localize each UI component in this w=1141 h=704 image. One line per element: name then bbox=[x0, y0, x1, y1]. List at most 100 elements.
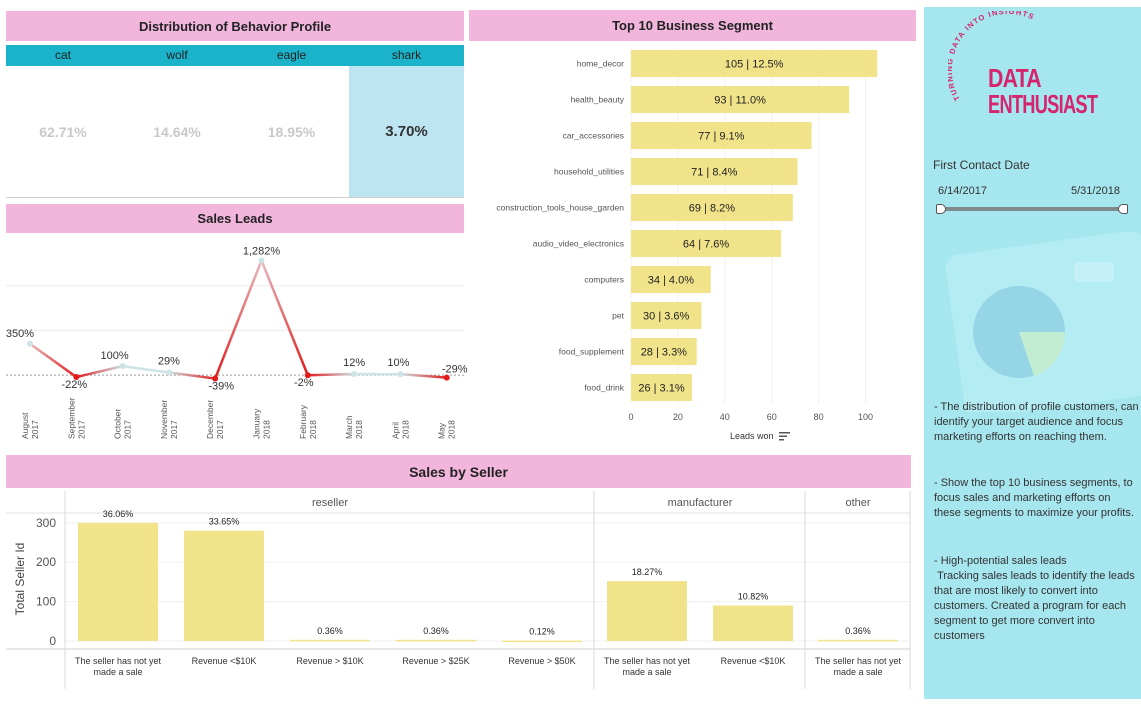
logo-arc-text: TURNING DATA INTO INSIGHTS bbox=[948, 11, 1035, 102]
segment-bar[interactable] bbox=[631, 302, 702, 329]
segments-title: Top 10 Business Segment bbox=[469, 10, 916, 41]
leads-x-tick-label: 2018 bbox=[308, 420, 318, 439]
profile-value-cat[interactable]: 62.71% bbox=[39, 123, 87, 140]
segment-value-label: 105 | 12.5% bbox=[725, 59, 784, 71]
leads-x-tick-label: 2017 bbox=[123, 420, 133, 439]
leads-x-tick-label: 2018 bbox=[262, 420, 272, 439]
segment-bar[interactable] bbox=[631, 122, 812, 149]
leads-x-tick: August 2017 bbox=[20, 412, 40, 439]
seller-value-label: 33.65% bbox=[209, 517, 240, 527]
date-slider-end-handle[interactable] bbox=[1118, 204, 1128, 214]
leads-x-tick-label: 2017 bbox=[215, 420, 225, 439]
segment-category-label: computers bbox=[584, 275, 624, 285]
segment-bar[interactable] bbox=[631, 194, 793, 221]
sales-leads-title: Sales Leads bbox=[6, 204, 464, 233]
leads-point[interactable] bbox=[73, 374, 80, 381]
seller-bar[interactable] bbox=[607, 581, 687, 641]
segments-chart[interactable]: 0 20 40 60 80 100 home_decor 105 | 12.5% health_… bbox=[469, 42, 921, 450]
segment-bar[interactable] bbox=[631, 50, 878, 77]
segment-category-label: construction_tools_house_garden bbox=[496, 203, 624, 213]
seller-y-axis-title: Total Seller Id bbox=[13, 543, 27, 616]
leads-x-tick: May 2018 bbox=[437, 420, 457, 439]
seller-bar[interactable] bbox=[713, 605, 793, 641]
leads-x-tick-label: March bbox=[344, 415, 354, 439]
seller-y-tick: 100 bbox=[36, 595, 56, 609]
profile-value-wolf[interactable]: 14.64% bbox=[153, 123, 201, 140]
profile-title: Distribution of Behavior Profile bbox=[6, 11, 464, 41]
segment-value-label: 64 | 7.6% bbox=[683, 239, 729, 251]
segment-bar[interactable] bbox=[631, 158, 798, 185]
profile-col-cat[interactable]: cat bbox=[6, 45, 120, 66]
leads-point[interactable] bbox=[27, 340, 33, 347]
seller-bar[interactable] bbox=[78, 522, 158, 641]
profile-col-eagle[interactable]: eagle bbox=[234, 45, 349, 66]
leads-data-label: 100% bbox=[101, 350, 129, 362]
segment-bar[interactable] bbox=[631, 374, 692, 401]
profile-col-wolf[interactable]: wolf bbox=[120, 45, 234, 66]
profile-col-shark[interactable]: shark bbox=[349, 45, 464, 66]
seller-value-label: 0.36% bbox=[845, 626, 871, 636]
leads-point[interactable] bbox=[119, 363, 126, 370]
segments-x-tick: 100 bbox=[858, 412, 873, 422]
seller-group-label: other bbox=[845, 497, 870, 509]
logo-data: DATA bbox=[988, 63, 1042, 93]
leads-x-tick-label: December bbox=[205, 400, 215, 439]
segment-bar[interactable] bbox=[631, 338, 697, 365]
segment-category-label: car_accessories bbox=[563, 131, 624, 141]
sort-icon[interactable] bbox=[778, 431, 790, 441]
leads-line-segment bbox=[307, 372, 355, 377]
leads-x-tick-label: 2017 bbox=[30, 420, 40, 439]
leads-point[interactable] bbox=[304, 372, 311, 379]
seller-category-label: Revenue <$10K bbox=[721, 656, 786, 666]
leads-point[interactable] bbox=[351, 370, 358, 377]
leads-point[interactable] bbox=[397, 371, 404, 378]
leads-x-tick-label: November bbox=[159, 400, 169, 439]
segment-category-label: food_drink bbox=[584, 383, 624, 393]
leads-x-tick-label: 2018 bbox=[354, 420, 364, 439]
seller-category-label: Revenue > $10K bbox=[296, 656, 363, 666]
segment-bar[interactable] bbox=[631, 86, 850, 113]
leads-x-tick: December 2017 bbox=[205, 400, 225, 439]
seller-bar[interactable] bbox=[290, 639, 370, 642]
leads-x-tick-label: May bbox=[437, 422, 447, 439]
leads-data-label: 350% bbox=[6, 328, 34, 340]
seller-bar[interactable] bbox=[818, 639, 898, 642]
leads-line-segment bbox=[29, 342, 78, 379]
leads-data-label: -29% bbox=[442, 364, 468, 376]
leads-data-label: -22% bbox=[61, 379, 87, 391]
seller-category-label: The seller has not yet bbox=[604, 656, 691, 666]
segment-bar[interactable] bbox=[631, 266, 711, 293]
seller-bar[interactable] bbox=[396, 639, 476, 642]
segment-bar[interactable] bbox=[631, 230, 782, 257]
profile-divider bbox=[6, 197, 464, 198]
date-slider-track[interactable] bbox=[941, 207, 1124, 211]
leads-x-tick-label: 2017 bbox=[76, 420, 86, 439]
leads-data-label: -39% bbox=[208, 381, 234, 393]
sales-leads-chart[interactable]: 350%August 2017-22%September 2017100%Octob… bbox=[0, 234, 468, 452]
profile-value-eagle[interactable]: 18.95% bbox=[267, 123, 316, 140]
date-slider-start-handle[interactable] bbox=[936, 204, 946, 214]
leads-x-tick: February 2018 bbox=[298, 404, 318, 439]
seller-y-tick: 300 bbox=[36, 516, 56, 530]
leads-point[interactable] bbox=[258, 257, 265, 264]
seller-category-label: made a sale bbox=[833, 667, 882, 677]
leads-x-tick: April 2018 bbox=[390, 420, 410, 439]
leads-x-tick: November 2017 bbox=[159, 400, 179, 439]
leads-point[interactable] bbox=[212, 375, 219, 382]
seller-category-label: The seller has not yet bbox=[815, 656, 902, 666]
seller-bar[interactable] bbox=[184, 530, 264, 641]
profile-value-shark[interactable]: 3.70% bbox=[349, 66, 464, 197]
seller-bar[interactable] bbox=[502, 640, 582, 643]
segments-axis-title: Leads won bbox=[730, 431, 790, 441]
leads-data-label: 12% bbox=[343, 357, 365, 369]
leads-point[interactable] bbox=[443, 374, 450, 381]
seller-chart[interactable]: 0 100 200 300 Total Seller Id reseller 36.06% T… bbox=[0, 489, 918, 701]
date-start[interactable]: 6/14/2017 bbox=[938, 185, 987, 197]
segment-category-label: audio_video_electronics bbox=[533, 239, 624, 249]
leads-x-tick-label: August bbox=[20, 412, 30, 439]
leads-point[interactable] bbox=[165, 369, 172, 376]
seller-value-label: 10.82% bbox=[738, 592, 769, 602]
date-end[interactable]: 5/31/2018 bbox=[1071, 185, 1120, 197]
leads-data-label: -2% bbox=[294, 377, 314, 389]
seller-category-label: made a sale bbox=[622, 667, 671, 677]
